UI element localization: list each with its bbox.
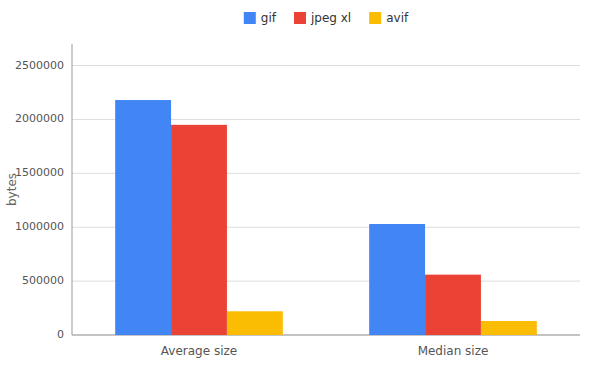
legend-item: gif — [244, 11, 277, 25]
legend-item: avif — [369, 11, 409, 25]
bar — [481, 321, 537, 335]
y-ticks: 0 500000 1000000 1500000 2000000 2500000 — [15, 59, 64, 341]
x-tick-label: Average size — [161, 344, 237, 358]
legend-swatch — [294, 12, 306, 24]
bars — [115, 100, 537, 335]
bar — [115, 100, 171, 335]
chart-container: 0 500000 1000000 1500000 2000000 2500000 Avera… — [0, 0, 600, 371]
y-tick-label: 1500000 — [15, 166, 64, 179]
bar — [171, 125, 227, 335]
legend-swatch — [369, 12, 381, 24]
legend: gif jpeg xl avif — [244, 11, 409, 25]
legend-swatch — [244, 12, 256, 24]
grid-line — [72, 65, 580, 66]
bar — [369, 224, 425, 335]
y-axis-label: bytes — [5, 173, 19, 206]
legend-label: gif — [261, 11, 277, 25]
x-tick-label: Median size — [418, 344, 489, 358]
legend-item: jpeg xl — [294, 11, 351, 25]
y-tick-label: 500000 — [22, 274, 64, 287]
x-ticks: Average size Median size — [161, 344, 489, 358]
y-tick-label: 2500000 — [15, 59, 64, 72]
y-axis-line — [72, 44, 73, 335]
page: {"chart_data": {"type": "bar", "categori… — [0, 0, 600, 371]
y-tick-label: 2000000 — [15, 112, 64, 125]
legend-label: jpeg xl — [310, 11, 351, 25]
y-tick-label: 0 — [57, 328, 64, 341]
grid — [72, 66, 580, 335]
y-tick-label: 1000000 — [15, 220, 64, 233]
legend-label: avif — [386, 11, 409, 25]
chart: 0 500000 1000000 1500000 2000000 2500000 Avera… — [0, 0, 600, 371]
bar — [227, 311, 283, 335]
bar — [425, 275, 481, 335]
